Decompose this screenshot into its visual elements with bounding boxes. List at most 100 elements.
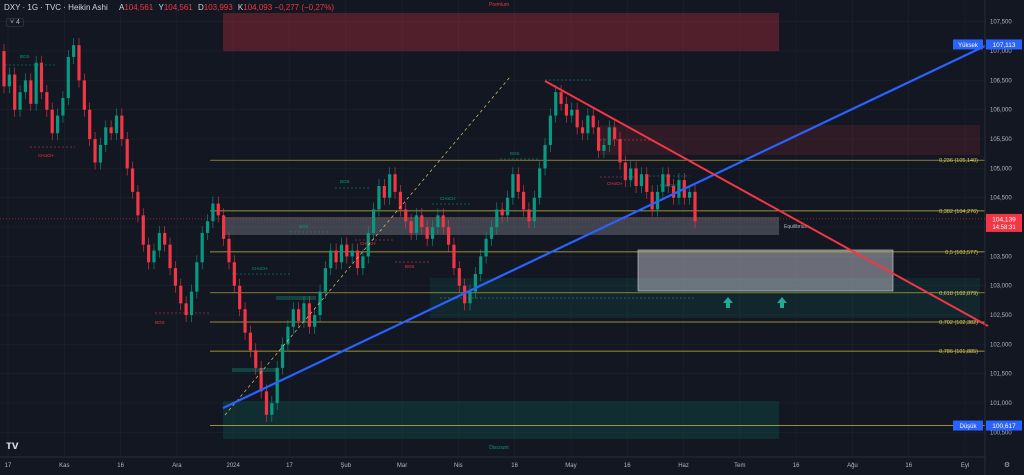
premium-label: Premium [489,2,509,8]
fib-label: 0,702 (102,382) [939,320,978,326]
x-tick-label: 16 [117,463,124,469]
indicator-toggle[interactable]: ˅ 4 [6,18,24,27]
candle [195,262,199,292]
candle [318,291,322,316]
candle [189,291,194,316]
candle [55,115,60,134]
candle [184,303,188,316]
low-label: D [197,3,204,12]
candle [532,197,536,222]
dashed-channel-line [224,76,511,416]
x-tick-label: 16 [624,463,631,469]
candle [39,62,44,93]
discount-zone [223,401,779,439]
low-value: 103,993 [203,3,233,12]
equilibrium-zone [223,217,779,235]
candle [297,309,301,321]
price-tag-timer: 14:58:31 [992,225,1016,231]
structure-marks [5,64,695,372]
candle [613,127,617,140]
symbol-title[interactable]: DXY · 1G · TVC · Heikin Ashi [4,3,108,12]
candle [511,174,515,198]
candle [645,174,649,192]
candle [500,209,504,216]
candle [334,250,338,263]
candle [361,256,365,269]
candle [425,227,429,239]
candle [109,127,113,134]
structure-label: BOS [405,264,415,269]
candle [238,285,242,310]
candle [570,109,574,116]
candle [602,144,606,151]
candle [205,221,210,233]
fib-label: 0,618 (102,879) [939,291,978,297]
candle [618,139,622,163]
settings-gear-icon[interactable]: ⚙ [1004,461,1010,469]
y-tick-label: 103,000 [990,284,1012,290]
candle [677,180,681,198]
candle [404,209,408,222]
x-tick-label: 16 [511,463,518,469]
candle [114,115,119,134]
fib-label: 0,382 (104,276) [939,209,978,215]
candle [329,250,333,269]
candle [693,191,697,222]
candle [468,291,472,304]
candle [393,174,397,192]
candle [548,115,552,145]
order-block-2 [276,296,316,300]
candle [580,127,585,134]
candle [179,285,183,304]
price-tag-bg [986,39,1022,50]
x-tick-label: 16 [793,463,800,469]
candle [163,232,167,245]
price-tag-label-bg [953,39,983,50]
y-tick-label: 105,500 [990,137,1012,143]
y-tick-label: 106,000 [990,108,1012,114]
candle [538,168,542,198]
candle [29,80,33,104]
candle [157,232,161,251]
candle [264,391,269,415]
y-tick-label: 105,000 [990,166,1012,172]
candle [591,115,595,128]
high-value: 104,561 [163,3,193,12]
candle [372,209,376,233]
candle [323,268,327,292]
equilibrium-label: Equilibrium [784,224,809,230]
x-tick-label: 16 [905,463,912,469]
candle [350,250,354,257]
ascending-trendline[interactable] [222,45,986,409]
tradingview-logo-icon[interactable]: ᴛᴠ [6,438,19,452]
candle [2,51,6,87]
candle [527,209,531,222]
target-box [637,249,894,292]
candle [302,303,306,321]
candle [200,232,204,263]
candle [473,274,477,292]
candle [629,168,633,181]
x-tick-label: 17 [286,463,293,469]
x-tick-label: Ara [172,463,182,469]
fib-label: 0,786 (101,885) [939,349,978,355]
x-tick-label: Kas [59,463,69,469]
candle [45,92,49,110]
premium-zone [223,13,779,51]
candle [66,56,70,98]
y-tick-label: 106,500 [990,78,1012,84]
y-tick-label: 103,500 [990,254,1012,260]
candle [484,238,488,257]
candle [82,80,86,110]
candle [259,367,263,392]
structure-label: CHoCH [607,181,623,186]
price-tag-label: Yüksek [958,43,979,49]
order-block-1 [232,368,278,372]
descending-trendline[interactable] [544,80,989,327]
close-value: 104,093 [243,3,273,12]
structure-label: CHoCH [38,153,54,158]
up-arrow-icon [723,297,733,308]
open-label: A [118,3,125,12]
grid [0,0,985,457]
